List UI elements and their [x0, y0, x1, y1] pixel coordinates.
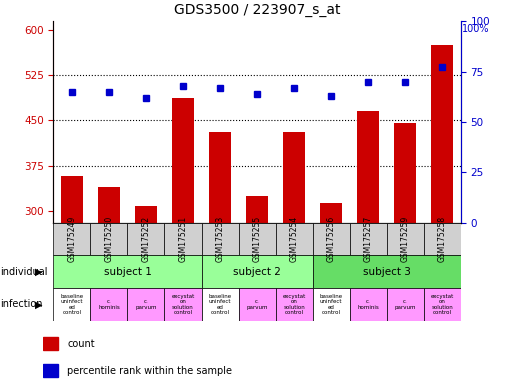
- Bar: [283, 132, 305, 223]
- Text: GSM175251: GSM175251: [179, 216, 187, 262]
- Text: 100%: 100%: [462, 24, 490, 34]
- Text: GSM175249: GSM175249: [68, 216, 76, 262]
- FancyBboxPatch shape: [164, 288, 202, 321]
- Bar: [246, 195, 268, 223]
- FancyBboxPatch shape: [350, 223, 387, 255]
- FancyBboxPatch shape: [387, 223, 423, 255]
- Text: baseline
uninfect
ed
control: baseline uninfect ed control: [209, 294, 232, 315]
- Bar: [172, 98, 194, 223]
- Bar: [135, 206, 157, 223]
- Text: baseline
uninfect
ed
control: baseline uninfect ed control: [320, 294, 343, 315]
- Text: excystat
on
solution
control: excystat on solution control: [431, 294, 454, 315]
- Text: ▶: ▶: [35, 299, 42, 310]
- Text: GSM175253: GSM175253: [215, 216, 224, 262]
- Text: c.
hominis: c. hominis: [357, 299, 379, 310]
- FancyBboxPatch shape: [127, 223, 164, 255]
- FancyBboxPatch shape: [91, 288, 127, 321]
- Text: GSM175258: GSM175258: [438, 216, 446, 262]
- FancyBboxPatch shape: [423, 223, 461, 255]
- Text: count: count: [67, 339, 95, 349]
- Text: percentile rank within the sample: percentile rank within the sample: [67, 366, 232, 376]
- Bar: [357, 111, 379, 223]
- FancyBboxPatch shape: [239, 223, 275, 255]
- Text: infection: infection: [0, 299, 42, 310]
- FancyBboxPatch shape: [275, 223, 313, 255]
- Text: individual: individual: [0, 266, 47, 277]
- Text: GSM175255: GSM175255: [252, 216, 262, 262]
- Bar: [394, 123, 416, 223]
- Text: GSM175250: GSM175250: [104, 216, 114, 262]
- FancyBboxPatch shape: [313, 223, 350, 255]
- FancyBboxPatch shape: [313, 288, 350, 321]
- FancyBboxPatch shape: [350, 288, 387, 321]
- Text: excystat
on
solution
control: excystat on solution control: [282, 294, 306, 315]
- FancyBboxPatch shape: [423, 288, 461, 321]
- Bar: [43, 337, 59, 350]
- Text: excystat
on
solution
control: excystat on solution control: [172, 294, 194, 315]
- Text: GSM175252: GSM175252: [142, 216, 151, 262]
- Text: subject 2: subject 2: [233, 266, 281, 277]
- FancyBboxPatch shape: [387, 288, 423, 321]
- Text: subject 1: subject 1: [103, 266, 151, 277]
- Bar: [61, 176, 83, 223]
- Bar: [431, 45, 453, 223]
- Text: ▶: ▶: [35, 266, 42, 277]
- FancyBboxPatch shape: [202, 223, 239, 255]
- FancyBboxPatch shape: [202, 288, 239, 321]
- Text: subject 3: subject 3: [363, 266, 411, 277]
- FancyBboxPatch shape: [313, 255, 461, 288]
- FancyBboxPatch shape: [53, 255, 202, 288]
- FancyBboxPatch shape: [275, 288, 313, 321]
- Text: c.
parvum: c. parvum: [135, 299, 157, 310]
- Text: baseline
uninfect
ed
control: baseline uninfect ed control: [61, 294, 83, 315]
- Bar: [98, 187, 120, 223]
- FancyBboxPatch shape: [91, 223, 127, 255]
- Bar: [320, 204, 342, 223]
- Text: c.
parvum: c. parvum: [394, 299, 416, 310]
- Text: GSM175259: GSM175259: [401, 216, 410, 262]
- Text: GSM175256: GSM175256: [327, 216, 335, 262]
- FancyBboxPatch shape: [53, 288, 91, 321]
- Text: c.
hominis: c. hominis: [98, 299, 120, 310]
- Text: c.
parvum: c. parvum: [246, 299, 268, 310]
- FancyBboxPatch shape: [164, 223, 202, 255]
- FancyBboxPatch shape: [53, 223, 91, 255]
- Title: GDS3500 / 223907_s_at: GDS3500 / 223907_s_at: [174, 3, 341, 17]
- FancyBboxPatch shape: [127, 288, 164, 321]
- Bar: [209, 132, 231, 223]
- FancyBboxPatch shape: [202, 255, 313, 288]
- Text: GSM175257: GSM175257: [363, 216, 373, 262]
- FancyBboxPatch shape: [239, 288, 275, 321]
- Text: GSM175254: GSM175254: [290, 216, 299, 262]
- Bar: [43, 364, 59, 377]
